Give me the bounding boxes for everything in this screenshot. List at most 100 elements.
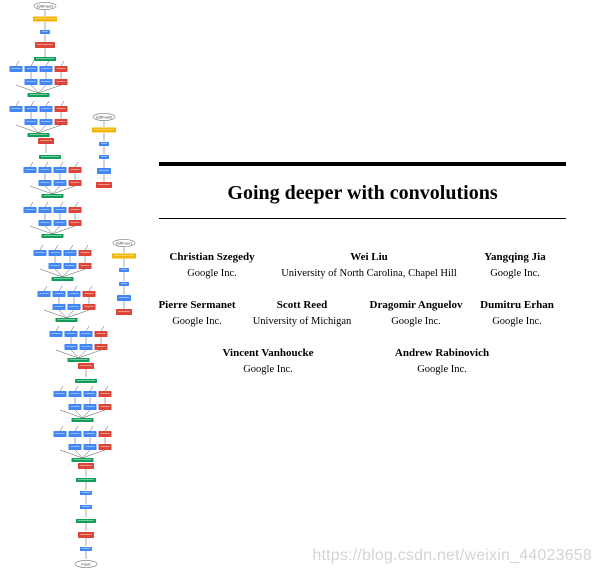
diagram-node-text (114, 255, 134, 256)
inception-branch-node (83, 444, 97, 450)
inception-branch-node (83, 431, 97, 437)
author-block: Andrew Rabinovich Google Inc. (395, 346, 489, 377)
diagram-edge (44, 225, 53, 235)
author-name: Pierre Sermanet (158, 299, 236, 311)
inception-branch-node (64, 344, 78, 350)
inception-branch-node (39, 66, 53, 72)
aux-conv-node (117, 295, 131, 301)
diagram-node-text (40, 222, 50, 223)
diagram-edge (44, 201, 49, 208)
inception-branch-node (54, 119, 68, 125)
author-block: Christian Szegedy Google Inc. (169, 250, 254, 281)
diagram-edge (44, 185, 53, 195)
diagram-edge (38, 84, 62, 94)
inception-branch-node (68, 391, 82, 397)
diagram-edge (43, 285, 48, 292)
inception-branch-node (79, 344, 93, 350)
diagram-node-text (43, 195, 62, 196)
diagram-node-text (42, 31, 48, 32)
softmax-output-node-label: softmax2 (37, 4, 54, 8)
diagram-node-text (56, 108, 66, 109)
diagram-node-text (40, 209, 50, 210)
diagram-edge (59, 409, 83, 419)
diagram-edge (52, 185, 61, 195)
softmax-aux-box (92, 127, 116, 133)
diagram-edge (45, 100, 50, 107)
inception-branch-node (54, 79, 68, 85)
inception-branch-node (82, 291, 96, 297)
diagram-node-text (69, 359, 88, 360)
diagram-node-text (99, 170, 109, 171)
diagram-edge (29, 201, 34, 208)
aux-conv-node (97, 168, 111, 174)
inception-branch-node (67, 304, 81, 310)
diagram-edge (55, 349, 79, 359)
inception-branch-node (79, 331, 93, 337)
diagram-edge (104, 425, 109, 432)
diagram-edge (60, 100, 65, 107)
diagram-edge (82, 449, 91, 459)
diagram-edge (74, 201, 79, 208)
diagram-node-text (80, 265, 90, 266)
inception-branch-node (94, 331, 108, 337)
diagram-node-text (55, 393, 65, 394)
inception-branch-node (23, 167, 37, 173)
inception-branch-node (24, 79, 38, 85)
diagram-node-text (98, 184, 110, 185)
diagram-node-text (50, 252, 60, 253)
diagram-edge (74, 409, 83, 419)
depthconcat-node (55, 318, 78, 322)
aux-fc-node (119, 268, 129, 272)
diagram-edge (58, 285, 63, 292)
localresponsenorm-node (76, 478, 96, 482)
diagram-node-text (50, 265, 60, 266)
conv-node (80, 505, 92, 509)
inception-branch-node (33, 250, 47, 256)
diagram-node-text (81, 346, 91, 347)
inception-branch-node (49, 331, 63, 337)
diagram-edge (15, 100, 20, 107)
diagram-node-text (70, 446, 80, 447)
author-block: Dragomir Anguelov Google Inc. (370, 298, 463, 329)
diagram-node-text (66, 333, 76, 334)
author-block: Scott Reed University of Michigan (253, 298, 352, 329)
inception-branch-node (68, 207, 82, 213)
diagram-edge (52, 185, 76, 195)
diagram-node-text (35, 18, 55, 19)
inception-branch-node (52, 291, 66, 297)
diagram-edge (38, 124, 62, 134)
diagram-edge (70, 325, 75, 332)
diagram-edge (89, 385, 94, 392)
diagram-node-text (100, 433, 110, 434)
diagram-node-text (11, 68, 21, 69)
diagram-node-text (40, 182, 50, 183)
diagram-edge (30, 84, 39, 94)
diagram-edge (60, 60, 65, 67)
avgpool-node (35, 42, 55, 48)
author-name: Dumitru Erhan (480, 299, 554, 311)
softmax-output-node (33, 2, 57, 10)
inception-branch-node (24, 66, 38, 72)
diagram-node-text (25, 209, 35, 210)
title-bottom-rule (159, 218, 566, 219)
depthconcat-node (71, 458, 94, 462)
softmax-aux-node-label: softmax0 (96, 115, 114, 119)
diagram-node-text (78, 479, 94, 480)
diagram-node-text (70, 169, 80, 170)
diagram-edge (84, 244, 89, 251)
inception-branch-node (24, 106, 38, 112)
depthconcat-node (41, 194, 64, 198)
diagram-node-text (85, 446, 95, 447)
diagram-node-text (29, 94, 48, 95)
diagram-node-text (56, 121, 66, 122)
diagram-edge (55, 325, 60, 332)
diagram-edge (82, 409, 91, 419)
author-block: Wei Liu University of North Carolina, Ch… (281, 250, 457, 281)
input-node (74, 560, 98, 568)
diagram-node-text (85, 406, 95, 407)
author-affiliation: Google Inc. (172, 316, 222, 327)
inception-branch-node (24, 119, 38, 125)
inception-branch-node (63, 263, 77, 269)
depthconcat-node (41, 234, 64, 238)
aux-avgpool-node (116, 309, 132, 315)
